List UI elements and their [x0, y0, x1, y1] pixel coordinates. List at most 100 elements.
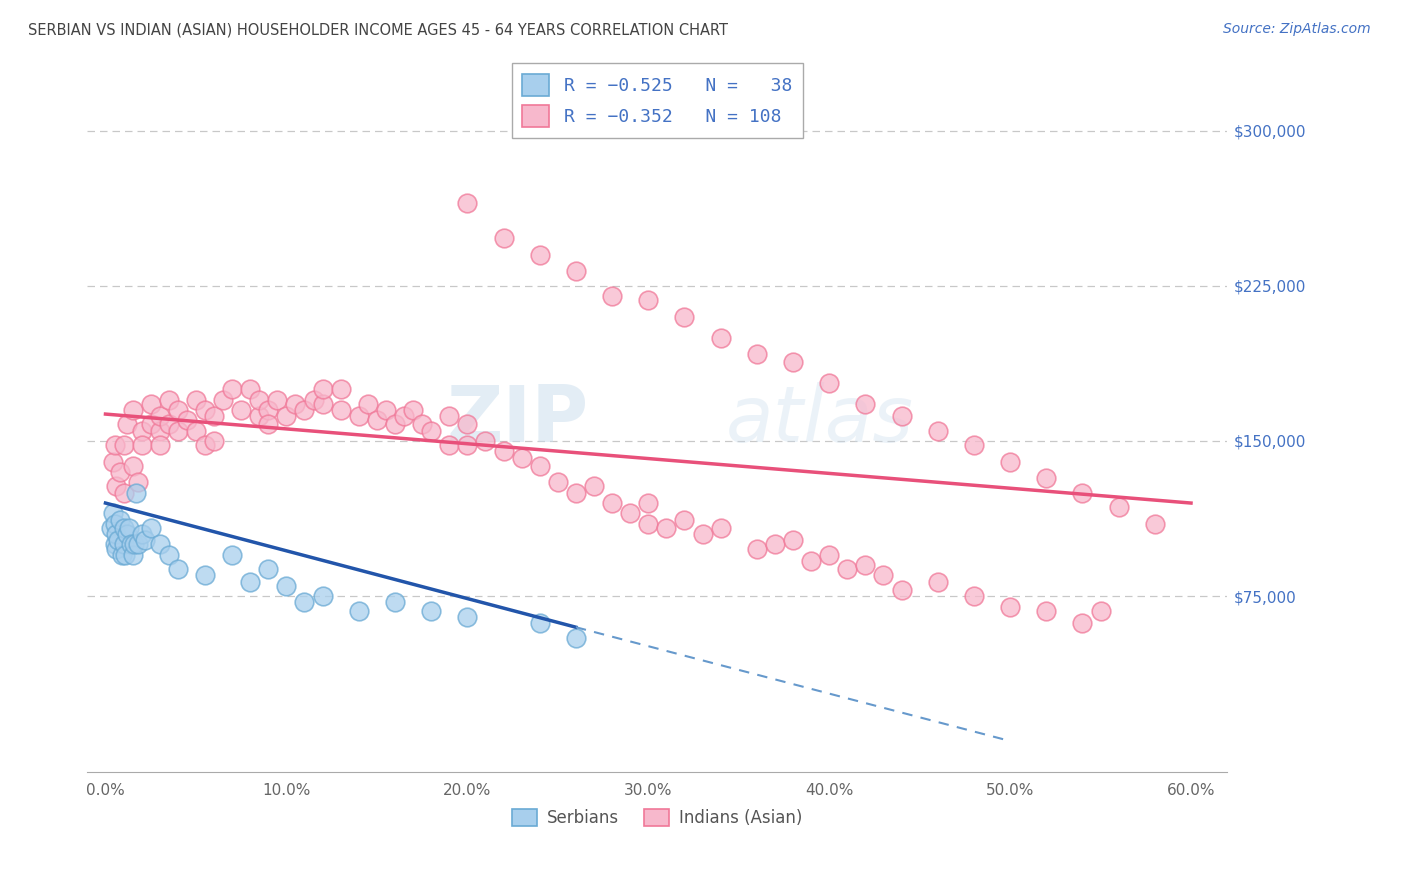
Point	[103, 438, 125, 452]
Point	[600, 289, 623, 303]
Point	[239, 382, 262, 396]
Point	[276, 409, 298, 424]
Point	[311, 382, 333, 396]
Point	[637, 516, 659, 531]
Point	[637, 293, 659, 308]
Point	[998, 599, 1021, 614]
Point	[890, 409, 912, 424]
Point	[157, 392, 180, 407]
Point	[247, 409, 270, 424]
Point	[202, 409, 225, 424]
Point	[231, 403, 253, 417]
Point	[692, 527, 714, 541]
Point	[456, 438, 478, 452]
Point	[1143, 516, 1166, 531]
Point	[221, 382, 243, 396]
Point	[302, 392, 325, 407]
Point	[1071, 485, 1094, 500]
Point	[134, 533, 156, 548]
Point	[800, 554, 823, 568]
Point	[347, 604, 370, 618]
Point	[347, 409, 370, 424]
Point	[311, 589, 333, 603]
Point	[529, 248, 551, 262]
Point	[853, 397, 876, 411]
Point	[108, 465, 131, 479]
Point	[329, 382, 352, 396]
Point	[439, 438, 461, 452]
Point	[157, 548, 180, 562]
Point	[745, 541, 768, 556]
Point	[420, 424, 443, 438]
Point	[818, 376, 841, 390]
Point	[402, 403, 425, 417]
Point	[1071, 616, 1094, 631]
Point	[420, 604, 443, 618]
Point	[257, 417, 280, 432]
Point	[673, 310, 696, 324]
Point	[366, 413, 388, 427]
Point	[619, 507, 641, 521]
Point	[127, 537, 149, 551]
Point	[763, 537, 786, 551]
Point	[101, 455, 124, 469]
Point	[357, 397, 380, 411]
Point	[194, 568, 217, 582]
Point	[121, 548, 143, 562]
Point	[637, 496, 659, 510]
Point	[311, 397, 333, 411]
Point	[411, 417, 433, 432]
Text: Source: ZipAtlas.com: Source: ZipAtlas.com	[1223, 22, 1371, 37]
Point	[927, 424, 949, 438]
Point	[131, 527, 153, 541]
Point	[149, 438, 172, 452]
Text: atlas: atlas	[725, 383, 914, 458]
Point	[529, 458, 551, 473]
Point	[329, 403, 352, 417]
Point	[384, 417, 406, 432]
Point	[837, 562, 859, 576]
Point	[294, 403, 316, 417]
Legend: Serbians, Indians (Asian): Serbians, Indians (Asian)	[505, 803, 810, 834]
Point	[212, 392, 235, 407]
Point	[124, 537, 146, 551]
Point	[565, 264, 588, 278]
Point	[392, 409, 415, 424]
Point	[294, 595, 316, 609]
Point	[121, 458, 143, 473]
Point	[184, 392, 207, 407]
Point	[374, 403, 396, 417]
Point	[108, 513, 131, 527]
Point	[120, 537, 142, 551]
Point	[247, 392, 270, 407]
Point	[121, 403, 143, 417]
Point	[963, 589, 986, 603]
Point	[710, 521, 733, 535]
Point	[149, 424, 172, 438]
Point	[112, 521, 135, 535]
Point	[149, 537, 172, 551]
Point	[103, 537, 125, 551]
Point	[118, 521, 141, 535]
Point	[565, 631, 588, 645]
Point	[166, 424, 188, 438]
Point	[139, 397, 162, 411]
Text: ZIP: ZIP	[447, 383, 589, 458]
Point	[745, 347, 768, 361]
Point	[111, 548, 134, 562]
Point	[565, 485, 588, 500]
Point	[194, 403, 217, 417]
Point	[101, 507, 124, 521]
Point	[1108, 500, 1130, 515]
Point	[139, 521, 162, 535]
Point	[582, 479, 605, 493]
Point	[115, 417, 138, 432]
Point	[103, 516, 125, 531]
Point	[194, 438, 217, 452]
Point	[456, 417, 478, 432]
Point	[492, 231, 515, 245]
Point	[149, 409, 172, 424]
Point	[127, 475, 149, 490]
Point	[384, 595, 406, 609]
Point	[529, 616, 551, 631]
